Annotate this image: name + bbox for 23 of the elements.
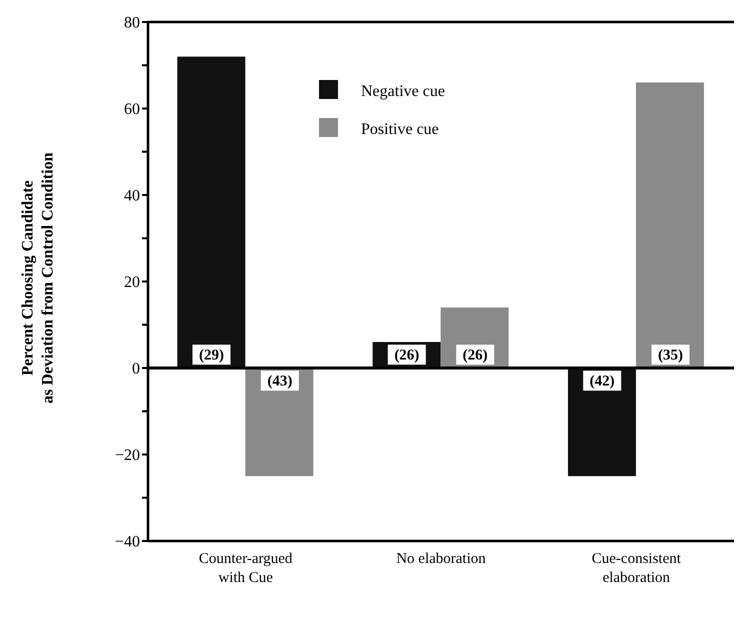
y-tick-label: 60: [124, 101, 140, 118]
annotation: (26): [394, 348, 420, 364]
annotation: (43): [267, 374, 292, 390]
x-tick-label: Counter-argued with Cue: [198, 551, 293, 586]
annotation: (35): [658, 348, 684, 364]
y-tick-label: 20: [124, 274, 140, 292]
legend-label: Negative cue: [361, 83, 445, 100]
annotation: (26): [462, 348, 488, 364]
bar: [636, 82, 704, 368]
annotation: (42): [590, 374, 615, 390]
annotation: (29): [198, 348, 224, 364]
y-tick-label: 40: [124, 188, 140, 205]
bar: [245, 368, 314, 476]
x-tick-label: No elaboration: [396, 551, 486, 567]
bar: [568, 368, 636, 476]
y-tick-label: −40: [114, 534, 140, 551]
bar: [177, 56, 246, 368]
legend-label: Positive cue: [361, 121, 439, 138]
y-tick-label: 80: [124, 14, 140, 32]
y-tick-label: 0: [132, 360, 140, 378]
x-tick-label: Cue-consistent elaboration: [592, 551, 682, 586]
y-axis-title: Percent Choosing Candidate as Deviation from Control Condition: [18, 152, 57, 404]
y-tick-label: −20: [114, 447, 140, 464]
